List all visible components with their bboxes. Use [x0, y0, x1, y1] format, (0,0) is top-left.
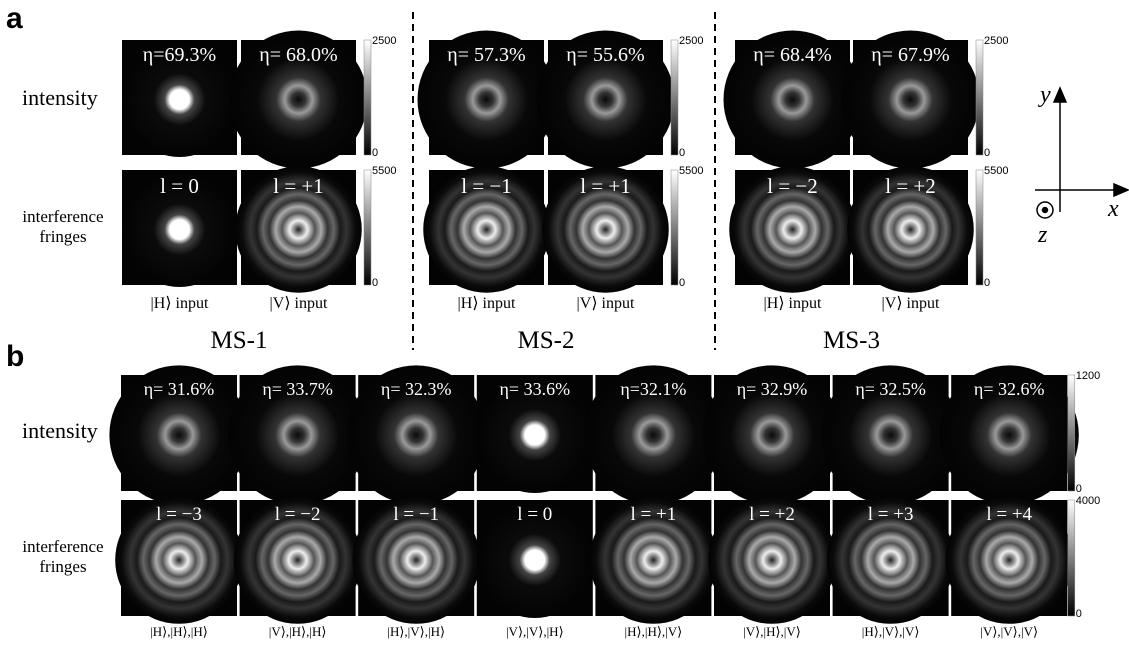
row-label: interference fringes — [8, 207, 118, 247]
charge-label: l = 0 — [517, 504, 552, 526]
efficiency-label: η= 68.0% — [259, 44, 337, 67]
figure: a intensity interference fringes b inten… — [0, 0, 1129, 648]
colorbar-min: 0 — [372, 147, 378, 159]
panel-label: b — [6, 340, 24, 374]
efficiency-label: η= 32.9% — [737, 379, 808, 400]
charge-label: l = −1 — [393, 504, 439, 526]
axis-label: y — [1040, 82, 1051, 109]
colorbar-min: 0 — [679, 277, 685, 289]
colorbar-min: 0 — [372, 277, 378, 289]
input-label: |V⟩,|V⟩,|H⟩ — [506, 624, 564, 640]
charge-label: l = −3 — [156, 504, 202, 526]
colorbar — [671, 170, 678, 285]
colorbar-min: 0 — [1076, 483, 1082, 495]
input-label: |V⟩ input — [577, 293, 635, 313]
efficiency-label: η= 32.3% — [381, 379, 452, 400]
charge-label: l = −1 — [461, 174, 512, 199]
metasurface-label: MS-3 — [823, 327, 880, 355]
input-label: |V⟩,|H⟩,|V⟩ — [743, 624, 801, 640]
input-label: |V⟩,|H⟩,|H⟩ — [269, 624, 327, 640]
colorbar — [364, 170, 371, 285]
row-label: intensity — [22, 418, 98, 444]
axis-label: z — [1038, 222, 1047, 249]
input-label: |H⟩,|H⟩,|V⟩ — [625, 624, 683, 640]
metasurface-label: MS-1 — [211, 327, 268, 355]
charge-label: l = +2 — [749, 504, 795, 526]
charge-label: l = +1 — [631, 504, 677, 526]
input-label: |H⟩,|H⟩,|H⟩ — [150, 624, 208, 640]
colorbar — [976, 40, 983, 155]
input-label: |H⟩ input — [458, 293, 516, 313]
axis-label: x — [1108, 196, 1119, 223]
charge-label: l = +1 — [273, 174, 324, 199]
colorbar — [364, 40, 371, 155]
efficiency-label: η= 57.3% — [447, 44, 525, 67]
colorbar-max: 5500 — [679, 165, 703, 177]
input-label: |H⟩ input — [151, 293, 209, 313]
colorbar-max: 1200 — [1076, 370, 1100, 382]
colorbar-min: 0 — [1076, 608, 1082, 620]
charge-label: l = 0 — [160, 174, 199, 199]
colorbar — [1068, 500, 1075, 616]
input-label: |H⟩ input — [764, 293, 822, 313]
input-label: |V⟩,|V⟩,|V⟩ — [980, 624, 1038, 640]
input-label: |H⟩,|V⟩,|H⟩ — [387, 624, 445, 640]
colorbar-max: 4000 — [1076, 495, 1100, 507]
colorbar — [976, 170, 983, 285]
figure-graphics — [0, 0, 1129, 648]
input-label: |H⟩,|V⟩,|V⟩ — [862, 624, 920, 640]
efficiency-label: η=32.1% — [620, 379, 686, 400]
row-label: interference fringes — [8, 537, 118, 577]
colorbar-min: 0 — [984, 147, 990, 159]
charge-label: l = +2 — [885, 174, 936, 199]
colorbar-min: 0 — [984, 277, 990, 289]
efficiency-label: η= 33.6% — [500, 379, 571, 400]
input-label: |V⟩ input — [882, 293, 940, 313]
efficiency-label: η= 68.4% — [753, 44, 831, 67]
colorbar-max: 2500 — [984, 35, 1008, 47]
colorbar-max: 2500 — [372, 35, 396, 47]
metasurface-label: MS-2 — [518, 327, 575, 355]
charge-label: l = +3 — [868, 504, 914, 526]
colorbar-max: 5500 — [984, 165, 1008, 177]
efficiency-label: η= 32.6% — [974, 379, 1045, 400]
colorbar — [1068, 375, 1075, 491]
row-label: intensity — [22, 85, 98, 111]
charge-label: l = −2 — [275, 504, 321, 526]
charge-label: l = +1 — [580, 174, 631, 199]
colorbar-max: 5500 — [372, 165, 396, 177]
panel-label: a — [6, 2, 23, 36]
efficiency-label: η= 55.6% — [566, 44, 644, 67]
efficiency-label: η= 33.7% — [262, 379, 333, 400]
input-label: |V⟩ input — [270, 293, 328, 313]
efficiency-label: η=69.3% — [143, 44, 216, 67]
efficiency-label: η= 32.5% — [855, 379, 926, 400]
efficiency-label: η= 67.9% — [871, 44, 949, 67]
colorbar — [671, 40, 678, 155]
colorbar-min: 0 — [679, 147, 685, 159]
charge-label: l = +4 — [986, 504, 1032, 526]
efficiency-label: η= 31.6% — [144, 379, 215, 400]
colorbar-max: 2500 — [679, 35, 703, 47]
charge-label: l = −2 — [767, 174, 818, 199]
